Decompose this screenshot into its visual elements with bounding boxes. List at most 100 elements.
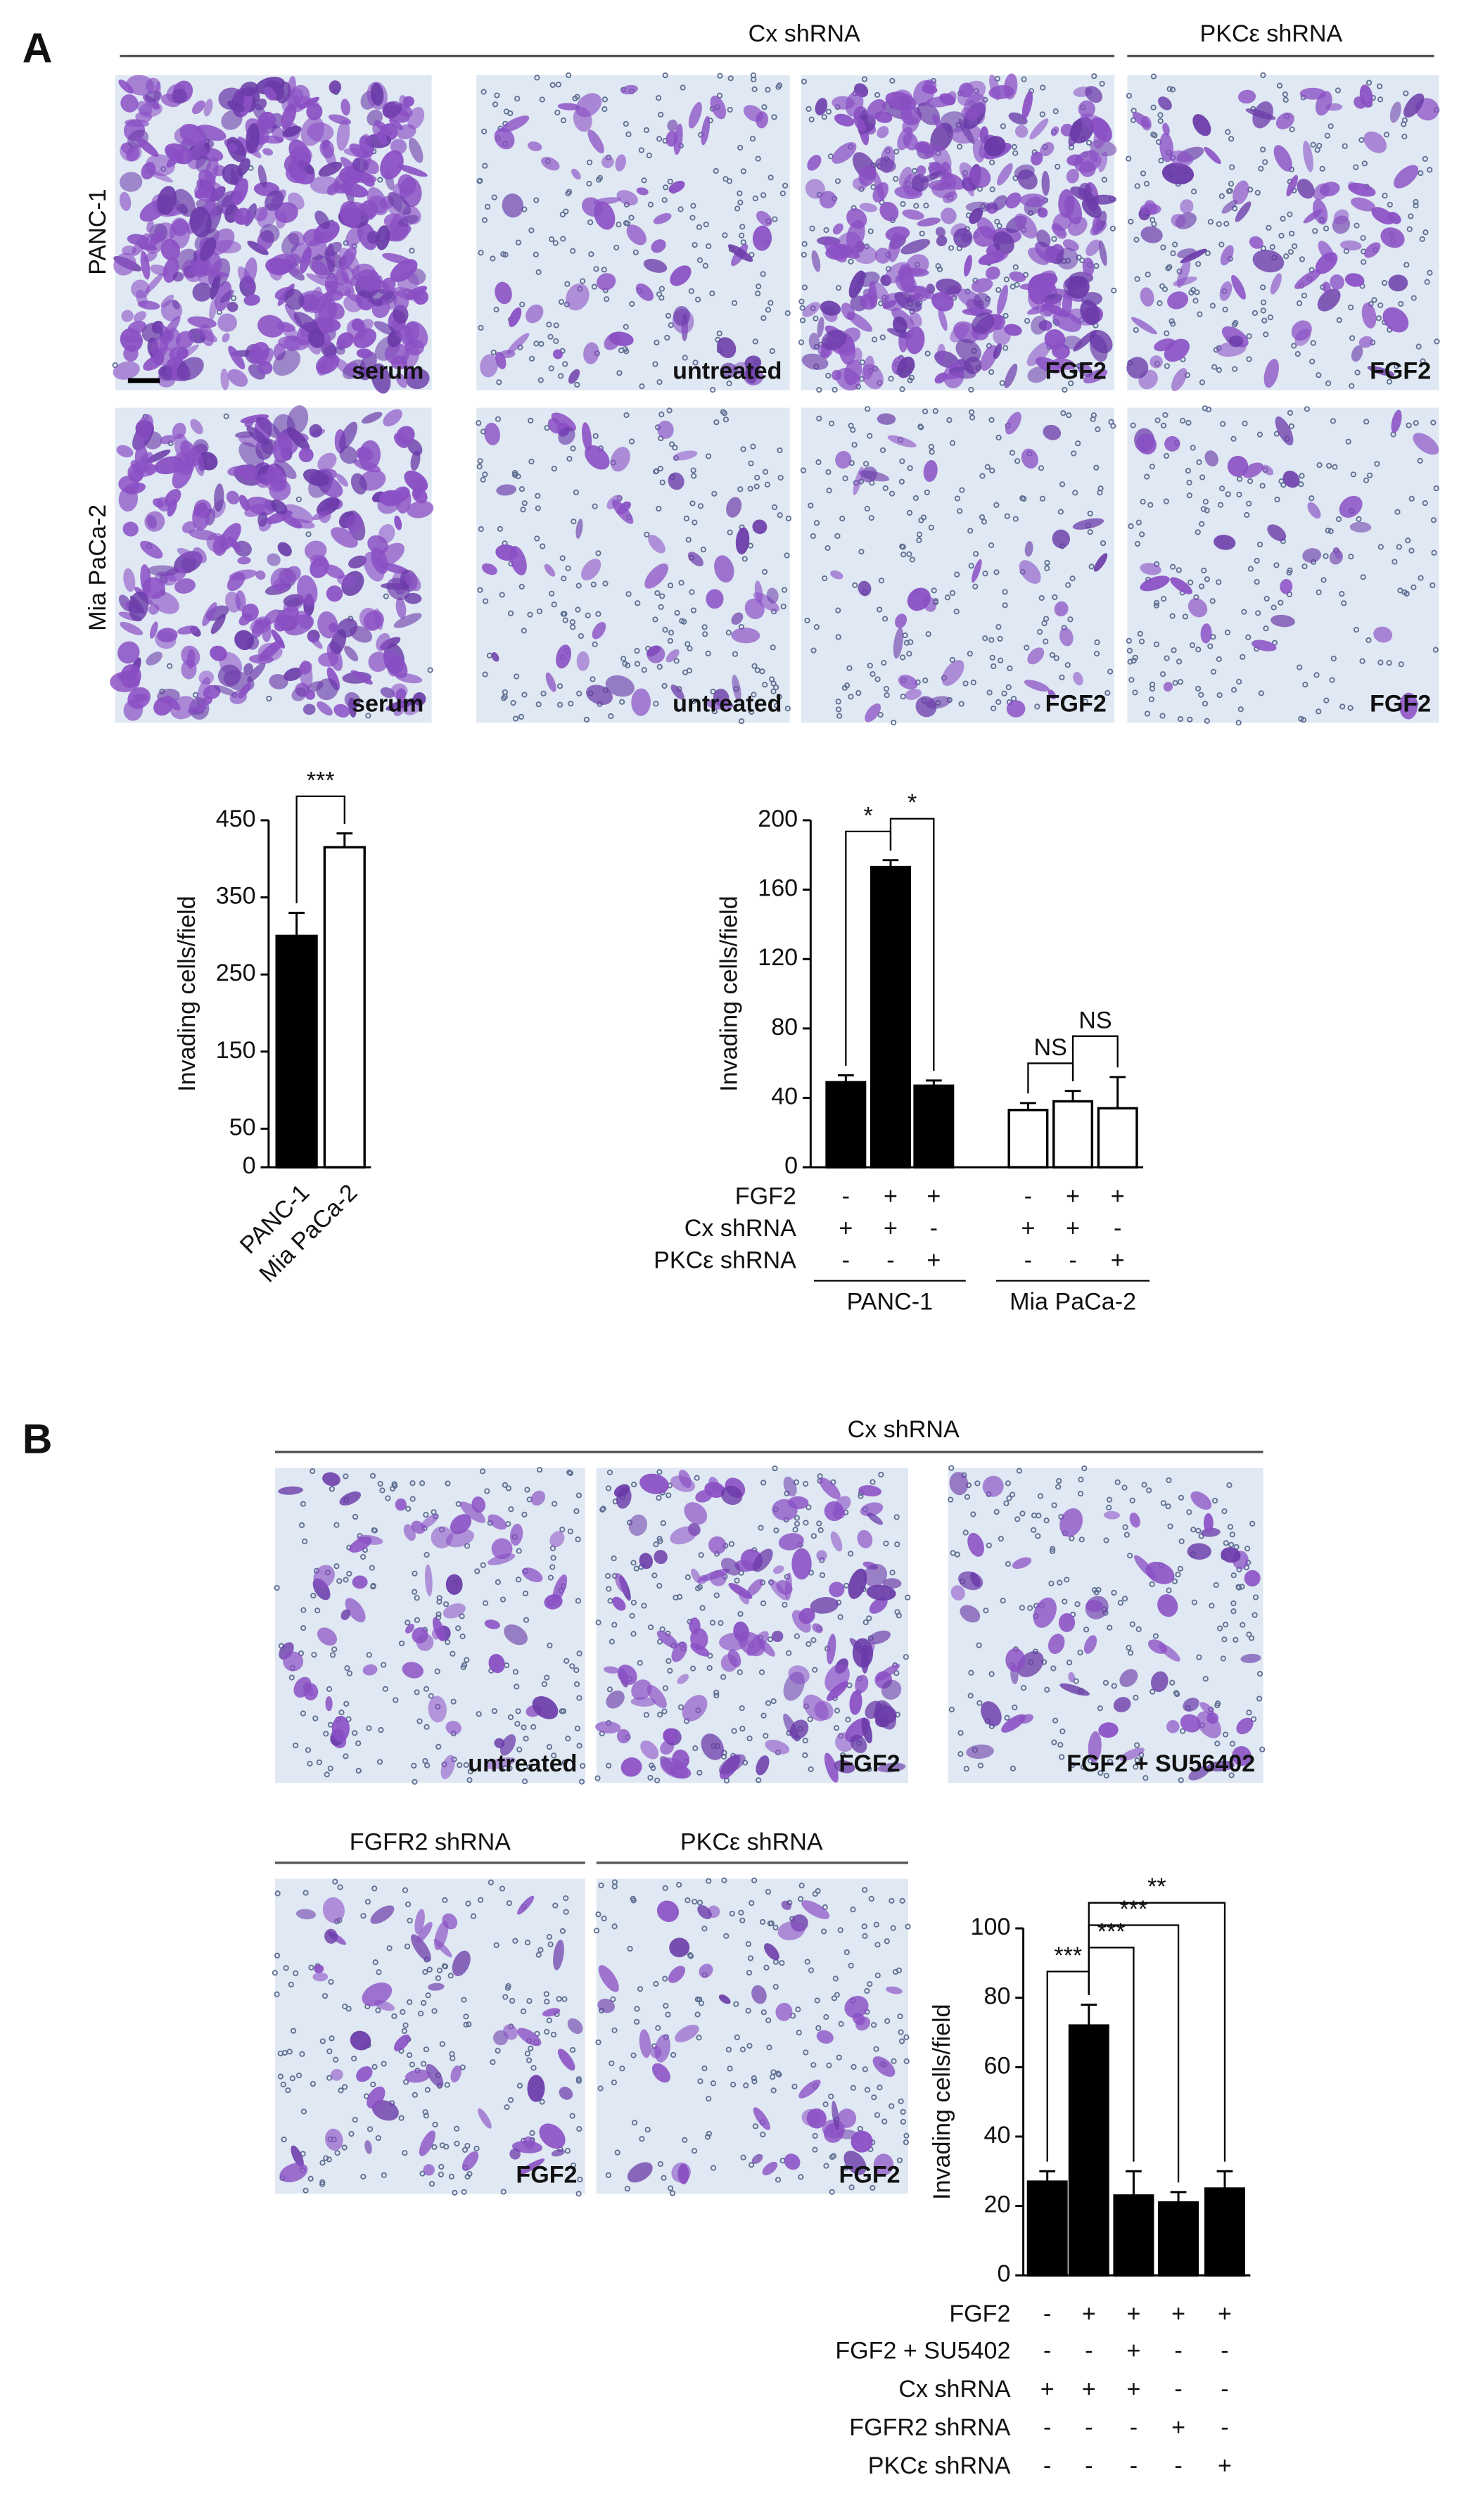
cell xyxy=(684,1502,708,1525)
pore xyxy=(1262,159,1268,165)
cell xyxy=(668,472,684,490)
pore xyxy=(779,1960,785,1966)
pore xyxy=(478,1897,484,1903)
pore xyxy=(1216,656,1222,663)
cell xyxy=(461,2151,479,2171)
micrograph: untreated xyxy=(476,407,791,725)
pore xyxy=(1363,419,1370,425)
pore xyxy=(837,1927,843,1933)
cell xyxy=(941,208,957,224)
cell xyxy=(1047,689,1057,700)
pore xyxy=(722,416,730,423)
pore xyxy=(1043,616,1050,622)
pore xyxy=(404,1943,411,1949)
cell xyxy=(1005,412,1021,435)
cell xyxy=(147,565,179,576)
pore xyxy=(1232,366,1238,372)
pore xyxy=(605,1485,611,1491)
cell xyxy=(1051,224,1067,237)
significance-label: *** xyxy=(1120,1896,1148,1923)
cell xyxy=(1026,341,1052,367)
y-tick-label: 100 xyxy=(971,1914,1011,1940)
cell xyxy=(821,329,847,350)
cell xyxy=(324,1928,338,1944)
cell xyxy=(350,670,373,685)
cell xyxy=(405,1624,414,1634)
pore xyxy=(372,1959,378,1966)
pore xyxy=(995,624,1002,630)
cell xyxy=(1024,541,1033,557)
cell xyxy=(272,350,301,376)
pore xyxy=(896,2157,903,2163)
cell xyxy=(568,369,580,384)
pore xyxy=(377,1481,383,1487)
pore xyxy=(1057,509,1064,515)
pore xyxy=(655,2025,661,2031)
cell xyxy=(146,230,164,250)
condition-sign: - xyxy=(842,1183,850,1209)
pore xyxy=(1359,658,1365,664)
pore xyxy=(573,489,580,495)
pore xyxy=(512,715,519,722)
cell xyxy=(1067,276,1090,299)
cell xyxy=(123,568,136,592)
cell xyxy=(1078,100,1095,118)
pore xyxy=(1064,662,1071,668)
cell xyxy=(316,497,340,516)
pore xyxy=(1387,201,1393,208)
pore xyxy=(1011,144,1017,150)
pore xyxy=(824,545,831,552)
pore xyxy=(657,1538,663,1544)
cell xyxy=(274,459,297,480)
image-label: serum xyxy=(352,690,424,717)
cell xyxy=(1413,433,1439,455)
cell xyxy=(581,559,601,581)
cell xyxy=(278,336,310,351)
pore xyxy=(643,127,650,134)
pore xyxy=(760,1712,767,1719)
pore xyxy=(1034,704,1040,710)
cell xyxy=(423,2164,435,2176)
cell xyxy=(1203,1513,1214,1534)
pore xyxy=(1267,314,1273,321)
pore xyxy=(657,2161,663,2168)
pore xyxy=(332,1878,338,1885)
cell xyxy=(1171,368,1187,391)
pore xyxy=(1221,1636,1228,1643)
pore xyxy=(355,1740,362,1747)
pore xyxy=(1228,1541,1235,1548)
pore xyxy=(679,618,685,624)
pore xyxy=(798,2174,804,2180)
pore xyxy=(1019,1605,1025,1611)
cell xyxy=(992,195,1007,211)
cell xyxy=(765,1739,790,1755)
cell xyxy=(936,235,948,247)
pore xyxy=(739,2047,746,2053)
pore xyxy=(300,1607,307,1613)
pore xyxy=(749,1899,755,1907)
cell xyxy=(395,597,407,619)
pore xyxy=(792,1527,798,1533)
pore xyxy=(701,624,708,630)
condition-label: Cx shRNA xyxy=(898,2376,1010,2403)
pore xyxy=(1068,380,1074,386)
cell xyxy=(174,433,190,461)
pore xyxy=(307,2175,314,2182)
pore xyxy=(1157,112,1164,118)
pore xyxy=(393,1697,399,1703)
pore xyxy=(1354,369,1361,376)
cell xyxy=(921,84,938,94)
pore xyxy=(689,215,696,221)
cell xyxy=(1031,315,1047,335)
pore xyxy=(1000,1598,1006,1604)
cell xyxy=(238,682,252,699)
pore xyxy=(1109,225,1116,231)
pore xyxy=(570,2162,577,2168)
pore xyxy=(274,1991,280,1997)
pore xyxy=(760,1479,767,1486)
pore xyxy=(900,654,906,661)
pore xyxy=(803,1520,809,1526)
pore xyxy=(1134,183,1140,189)
pore xyxy=(881,659,887,666)
header: PKCε shRNA xyxy=(1200,20,1343,47)
